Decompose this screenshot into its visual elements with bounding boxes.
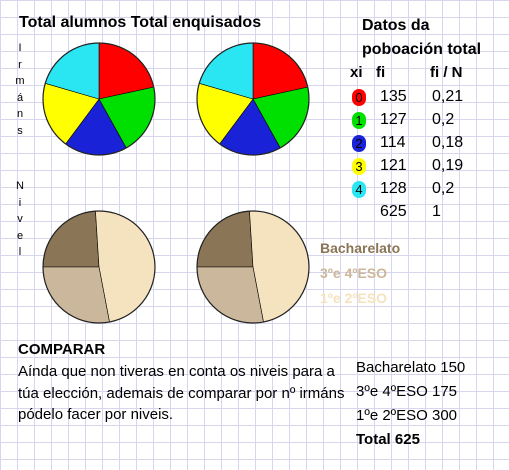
legend-1-2-eso: 1ºe 2ºESO bbox=[320, 290, 388, 306]
level-totals: Bacharelato 150 3ºe 4ºESO 175 1ºe 2ºESO … bbox=[356, 356, 465, 452]
legend-bacharelato: Bacharelato bbox=[320, 240, 401, 256]
v-letter: á bbox=[16, 91, 24, 104]
total-fi: 625 bbox=[380, 203, 407, 220]
pie-outline bbox=[196, 42, 310, 156]
v-letter: r bbox=[18, 58, 22, 71]
category-badge: 4 bbox=[352, 181, 366, 198]
population-header: Datos da poboación total bbox=[362, 14, 481, 62]
fin-value: 0,2 bbox=[432, 180, 455, 197]
col-xi: xi bbox=[350, 64, 363, 81]
pie-outline bbox=[42, 210, 156, 324]
population-header-line1: Datos da bbox=[362, 17, 430, 34]
total-fin: 1 bbox=[432, 203, 441, 220]
compare-description: Aínda que non tiveras en conta os niveis… bbox=[18, 363, 345, 423]
total-bacharelato: Bacharelato 150 bbox=[356, 359, 466, 376]
pie-outline bbox=[42, 42, 156, 156]
fi-value: 121 bbox=[380, 157, 407, 174]
slice-bacharelato bbox=[42, 210, 100, 268]
category-badge: 3 bbox=[352, 158, 366, 175]
v-letter: I bbox=[18, 42, 22, 54]
pies-header: Total alumnos Total enquisados bbox=[19, 14, 262, 31]
pie-nivel-total-alumnos[interactable] bbox=[40, 208, 158, 326]
total-1-2-eso: 1ºe 2ºESO 300 bbox=[356, 407, 458, 424]
v-letter: l bbox=[18, 246, 22, 258]
legend-3-4-eso: 3ºe 4ºESO bbox=[320, 265, 388, 281]
v-letter: N bbox=[16, 180, 24, 192]
nivel-legend: Bacharelato 3ºe 4ºESO 1ºe 2ºESO bbox=[320, 236, 400, 311]
pie-irmans-total-enquisados[interactable] bbox=[194, 40, 312, 158]
grand-total: Total 625 bbox=[356, 431, 420, 448]
col-fi: fi bbox=[376, 64, 386, 81]
fi-value: 127 bbox=[380, 111, 407, 128]
slice-3-4-eso bbox=[42, 266, 110, 324]
category-badge: 0 bbox=[352, 89, 366, 106]
fin-value: 0,21 bbox=[432, 88, 464, 105]
v-letter: e bbox=[16, 229, 24, 242]
compare-title: COMPARAR bbox=[18, 341, 106, 358]
slice-bacharelato bbox=[196, 210, 254, 268]
v-letter: n bbox=[16, 108, 24, 120]
fi-value: 135 bbox=[380, 88, 407, 105]
population-header-line2: poboación total bbox=[362, 41, 482, 58]
total-3-4-eso: 3ºe 4ºESO 175 bbox=[356, 383, 458, 400]
fin-value: 0,2 bbox=[432, 111, 455, 128]
v-letter: v bbox=[17, 213, 23, 225]
category-badge: 2 bbox=[352, 135, 366, 152]
col-fin: fi / N bbox=[430, 64, 463, 81]
v-letter: m bbox=[15, 75, 25, 87]
fi-value: 114 bbox=[380, 134, 406, 151]
fi-value: 128 bbox=[380, 180, 407, 197]
vertical-label-irmans: I r m á n s bbox=[14, 40, 26, 139]
v-letter: s bbox=[17, 124, 23, 137]
vertical-label-nivel: N i v e l bbox=[14, 178, 26, 261]
slice-3-4-eso bbox=[196, 266, 264, 324]
category-badge: 1 bbox=[352, 112, 366, 129]
pie-nivel-total-enquisados[interactable] bbox=[194, 208, 312, 326]
pie-irmans-total-alumnos[interactable] bbox=[40, 40, 158, 158]
fin-value: 0,18 bbox=[432, 134, 464, 151]
v-letter: i bbox=[18, 196, 22, 209]
fin-value: 0,19 bbox=[432, 157, 464, 174]
pie-outline bbox=[196, 210, 310, 324]
